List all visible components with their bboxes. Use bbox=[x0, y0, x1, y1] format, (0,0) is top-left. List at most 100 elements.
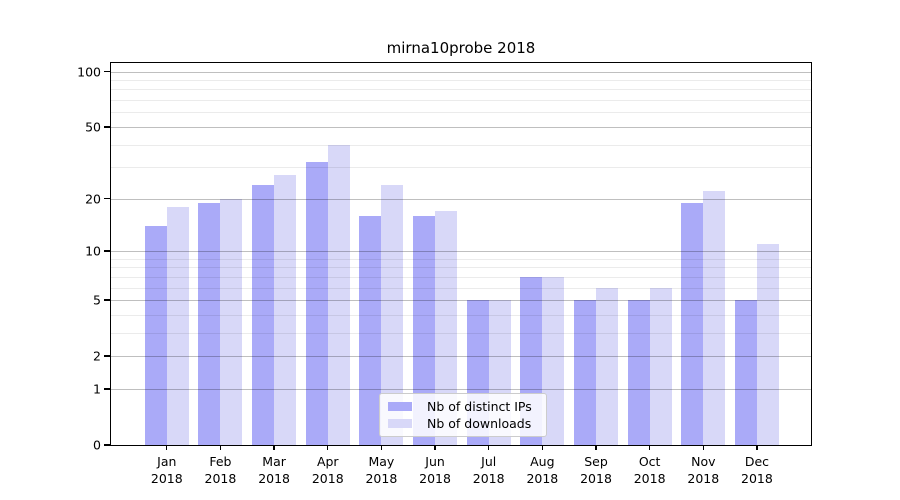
y-tick-label: 0 bbox=[93, 437, 101, 453]
bar-distinct-ips-nov bbox=[681, 202, 704, 445]
major-gridline bbox=[111, 126, 811, 128]
y-tick-label: 1 bbox=[93, 381, 101, 397]
bar-distinct-ips-oct bbox=[627, 300, 650, 445]
x-tick-label-oct: Oct 2018 bbox=[634, 453, 666, 487]
x-tick-year: 2018 bbox=[258, 471, 290, 486]
plot-inner: 0 1 2 5 10 20 50 100 Jan 2018 Feb 2018 Mar 2018 Apr 201… bbox=[77, 63, 811, 486]
major-gridline bbox=[111, 356, 811, 358]
minor-gridline bbox=[111, 100, 811, 102]
y-tick-label: 100 bbox=[77, 64, 101, 80]
bar-distinct-ips-dec bbox=[734, 300, 757, 445]
x-axis-tick bbox=[541, 445, 544, 450]
x-tick-year: 2018 bbox=[526, 471, 559, 486]
bar-distinct-ips-mar bbox=[252, 184, 275, 445]
x-tick-label-jan: Jan 2018 bbox=[151, 453, 183, 487]
legend: Nb of distinct IPs Nb of downloads bbox=[379, 393, 547, 437]
legend-label-downloads: Nb of downloads bbox=[427, 416, 532, 432]
minor-gridline bbox=[111, 314, 811, 316]
bar-downloads-nov bbox=[703, 191, 726, 445]
legend-item-distinct-ips: Nb of distinct IPs bbox=[386, 399, 540, 414]
x-tick-month: Jul bbox=[481, 454, 497, 469]
y-axis-tick bbox=[104, 388, 110, 390]
x-tick-month: Jun bbox=[425, 454, 445, 469]
x-tick-month: Mar bbox=[262, 454, 286, 469]
bar-downloads-dec bbox=[756, 243, 779, 445]
x-tick-year: 2018 bbox=[204, 471, 237, 486]
plot-area: 0 1 2 5 10 20 50 100 Jan 2018 Feb 2018 Mar 2018 Apr 201… bbox=[77, 62, 812, 486]
x-axis-tick bbox=[380, 445, 383, 450]
legend-swatch-downloads bbox=[388, 419, 412, 429]
y-axis-tick bbox=[104, 355, 110, 357]
legend-item-downloads: Nb of downloads bbox=[386, 416, 540, 431]
y-axis-tick bbox=[104, 70, 110, 73]
chart-title: mirna10probe 2018 bbox=[386, 39, 536, 57]
major-gridline bbox=[111, 198, 811, 200]
x-tick-year: 2018 bbox=[687, 471, 720, 486]
x-axis-tick bbox=[702, 445, 704, 450]
bar-downloads-mar bbox=[274, 175, 297, 445]
x-tick-year: 2018 bbox=[472, 471, 505, 486]
minor-gridline bbox=[111, 276, 811, 278]
x-tick-year: 2018 bbox=[311, 471, 344, 486]
bar-downloads-feb bbox=[220, 198, 243, 445]
bar-downloads-apr bbox=[327, 144, 350, 445]
x-tick-month: May bbox=[368, 454, 395, 469]
x-tick-year: 2018 bbox=[633, 471, 666, 486]
legend-swatch-ips bbox=[388, 401, 412, 411]
bar-downloads-oct bbox=[649, 287, 672, 445]
x-tick-label-aug: Aug 2018 bbox=[526, 453, 558, 487]
major-gridline bbox=[111, 388, 811, 390]
y-tick-label: 5 bbox=[93, 292, 101, 308]
x-tick-label-sep: Sep 2018 bbox=[580, 453, 612, 487]
y-tick-label: 50 bbox=[85, 119, 101, 135]
y-axis-tick bbox=[104, 250, 110, 252]
major-gridline bbox=[111, 300, 811, 302]
x-tick-label-nov: Nov 2018 bbox=[687, 453, 719, 487]
x-tick-label-jun: Jun 2018 bbox=[419, 453, 451, 487]
minor-gridline bbox=[111, 80, 811, 82]
x-axis-tick bbox=[327, 445, 329, 450]
bar-downloads-jun bbox=[435, 211, 458, 445]
bar-distinct-ips-jan bbox=[144, 225, 167, 445]
x-tick-month: Dec bbox=[744, 454, 770, 469]
minor-gridline bbox=[111, 112, 811, 114]
y-axis-tick bbox=[104, 444, 110, 446]
y-axis-tick bbox=[104, 126, 110, 128]
x-axis-tick bbox=[219, 445, 222, 450]
x-tick-year: 2018 bbox=[580, 471, 612, 486]
y-tick-label: 10 bbox=[85, 243, 101, 259]
y-tick-label: 2 bbox=[93, 348, 101, 364]
y-tick-label: 20 bbox=[85, 191, 101, 207]
bar-downloads-may bbox=[381, 184, 404, 445]
x-axis-tick bbox=[434, 445, 436, 450]
x-tick-label-jul: Jul 2018 bbox=[473, 453, 505, 487]
minor-gridline bbox=[111, 267, 811, 269]
x-axis-tick bbox=[273, 445, 275, 450]
x-tick-year: 2018 bbox=[419, 471, 451, 486]
bar-distinct-ips-feb bbox=[198, 202, 221, 445]
minor-gridline bbox=[111, 167, 811, 169]
x-tick-year: 2018 bbox=[365, 471, 398, 486]
x-tick-label-may: May 2018 bbox=[365, 453, 397, 487]
minor-gridline bbox=[111, 144, 811, 146]
x-tick-label-dec: Dec 2018 bbox=[741, 453, 773, 487]
x-tick-month: Feb bbox=[209, 454, 232, 469]
y-axis-tick bbox=[104, 299, 110, 301]
x-tick-year: 2018 bbox=[741, 471, 773, 486]
x-tick-month: Sep bbox=[584, 454, 608, 469]
x-axis-tick bbox=[648, 445, 651, 450]
x-tick-month: Nov bbox=[691, 454, 716, 469]
x-tick-label-mar: Mar 2018 bbox=[258, 453, 290, 487]
x-tick-month: Jan bbox=[157, 454, 177, 469]
x-tick-label-apr: Apr 2018 bbox=[312, 453, 344, 487]
x-axis-tick bbox=[166, 445, 168, 450]
legend-label-distinct-ips: Nb of distinct IPs bbox=[427, 398, 532, 414]
major-gridline bbox=[111, 251, 811, 252]
bar-distinct-ips-may bbox=[359, 215, 382, 445]
x-tick-year: 2018 bbox=[150, 471, 183, 486]
x-tick-month: Apr bbox=[316, 454, 339, 469]
major-gridline bbox=[111, 71, 811, 73]
minor-gridline bbox=[111, 258, 811, 260]
x-tick-label-feb: Feb 2018 bbox=[205, 453, 237, 487]
